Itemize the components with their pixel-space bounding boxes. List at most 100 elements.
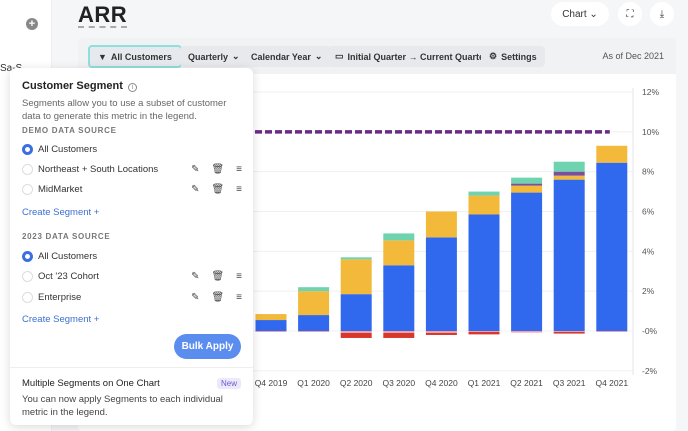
bar-segment <box>511 177 543 184</box>
segment-option[interactable]: Enterprise ✎ 🗑 ≡ <box>22 289 242 305</box>
segment-label: All Customers <box>38 250 98 262</box>
footer-text: You can now apply Segments to each indiv… <box>22 394 223 418</box>
y-tick-label: 2% <box>642 286 655 296</box>
chevron-down-icon: ⌄ <box>314 51 323 61</box>
as-of-date: As of Dec 2021 <box>602 51 664 61</box>
bar-segment <box>511 183 543 186</box>
radio-button[interactable] <box>22 143 33 155</box>
bar-segment <box>340 259 372 295</box>
settings-button[interactable]: ⚙ Settings <box>481 46 545 67</box>
pencil-icon[interactable]: ✎ <box>191 183 200 195</box>
trash-icon[interactable]: 🗑 <box>211 163 225 175</box>
bar-segment <box>298 291 330 316</box>
bar-segment <box>425 331 457 333</box>
year-type-select[interactable]: Calendar Year ⌄ <box>243 46 331 67</box>
pencil-icon[interactable]: ✎ <box>191 291 200 303</box>
y-tick-label: -0% <box>642 326 658 336</box>
filter-icon: ▼ <box>98 51 107 62</box>
bar-segment <box>511 192 543 331</box>
x-tick-label: Q4 2019 <box>255 378 288 388</box>
bar-segment <box>468 191 500 196</box>
segment-option[interactable]: Oct '23 Cohort ✎ 🗑 ≡ <box>22 268 242 284</box>
radio-button[interactable] <box>22 250 33 262</box>
chevron-down-icon: ⌄ <box>232 51 240 61</box>
bar-segment <box>255 320 287 331</box>
date-range-button[interactable]: ▭ Initial Quarter → Current Quarter <box>327 46 496 67</box>
x-tick-label: Q3 2021 <box>553 378 586 388</box>
frequency-select[interactable]: Quarterly ⌄ <box>180 46 248 67</box>
bar-segment <box>468 331 500 332</box>
x-tick-label: Q2 2020 <box>340 378 373 388</box>
bulk-apply-button[interactable]: Bulk Apply <box>174 334 241 359</box>
drag-handle-icon[interactable]: ≡ <box>236 270 242 282</box>
drag-handle-icon[interactable]: ≡ <box>236 163 242 175</box>
page-title: ARR <box>78 2 128 28</box>
pencil-icon[interactable]: ✎ <box>191 163 200 175</box>
y-tick-label: 4% <box>642 246 655 256</box>
pencil-icon[interactable]: ✎ <box>191 270 200 282</box>
drag-handle-icon[interactable]: ≡ <box>236 291 242 303</box>
info-icon[interactable]: i <box>127 83 137 92</box>
create-segment-link[interactable]: Create Segment + <box>22 207 100 218</box>
drag-handle-icon[interactable]: ≡ <box>236 183 242 195</box>
segment-option[interactable]: All Customers <box>22 248 242 264</box>
bar-segment <box>596 145 628 163</box>
bar-segment <box>468 195 500 215</box>
segment-label: All Customers <box>38 143 98 155</box>
bar-segment <box>553 331 585 334</box>
bar-segment <box>383 332 415 338</box>
segment-option[interactable]: Northeast + South Locations ✎ 🗑 ≡ <box>22 161 242 177</box>
x-tick-label: Q4 2020 <box>425 378 458 388</box>
add-icon[interactable]: + <box>26 18 38 30</box>
popover-footer: Multiple Segments on One Chart New You c… <box>10 367 253 425</box>
bar-segment <box>468 331 500 335</box>
trash-icon[interactable]: 🗑 <box>211 183 225 195</box>
popover-title-text: Customer Segment <box>22 80 123 92</box>
segment-label: Enterprise <box>38 291 82 303</box>
bar-segment <box>553 331 585 332</box>
segment-label: Northeast + South Locations <box>38 163 159 175</box>
bar-segment <box>298 315 330 331</box>
radio-button[interactable] <box>22 183 33 195</box>
segment-label: Oct '23 Cohort <box>38 270 99 282</box>
data-source-heading: DEMO DATA SOURCE <box>22 126 117 135</box>
bar-segment <box>255 314 287 321</box>
trash-icon[interactable]: 🗑 <box>211 270 225 282</box>
trash-icon[interactable]: 🗑 <box>211 291 225 303</box>
download-icon[interactable]: ⤓ <box>650 2 674 26</box>
bar-segment <box>383 233 415 241</box>
bar-segment <box>340 294 372 331</box>
radio-button[interactable] <box>22 291 33 303</box>
x-tick-label: Q4 2021 <box>595 378 628 388</box>
radio-button[interactable] <box>22 270 33 282</box>
bar-segment <box>425 237 457 331</box>
settings-label: Settings <box>501 51 537 62</box>
expand-icon[interactable]: ⛶ <box>618 2 642 26</box>
segment-option[interactable]: All Customers <box>22 141 242 157</box>
y-tick-label: 12% <box>642 87 659 97</box>
segment-option[interactable]: MidMarket ✎ 🗑 ≡ <box>22 181 242 197</box>
date-range-label: Initial Quarter → Current Quarter <box>347 51 488 62</box>
year-type-label: Calendar Year <box>251 51 311 62</box>
bar-segment <box>298 331 330 332</box>
y-tick-label: 10% <box>642 127 659 137</box>
gear-icon: ⚙ <box>489 51 498 61</box>
new-badge: New <box>216 378 241 389</box>
frequency-label: Quarterly <box>188 51 229 62</box>
segment-label: MidMarket <box>38 183 83 195</box>
bar-segment <box>468 214 500 331</box>
bar-segment <box>383 240 415 266</box>
bar-segment <box>298 287 330 292</box>
bar-segment <box>553 175 585 180</box>
x-tick-label: Q1 2020 <box>297 378 330 388</box>
bar-segment <box>511 331 543 333</box>
bar-segment <box>425 332 457 335</box>
view-select-label: Chart <box>562 8 587 20</box>
bar-segment <box>553 161 585 172</box>
bar-segment <box>596 331 628 332</box>
customer-segment-popover: Customer Segment i Segments allow you to … <box>10 68 253 425</box>
create-segment-link[interactable]: Create Segment + <box>22 314 100 325</box>
footer-title: Multiple Segments on One Chart <box>22 378 160 389</box>
view-select[interactable]: Chart ⌄ <box>551 2 609 26</box>
radio-button[interactable] <box>22 163 33 175</box>
